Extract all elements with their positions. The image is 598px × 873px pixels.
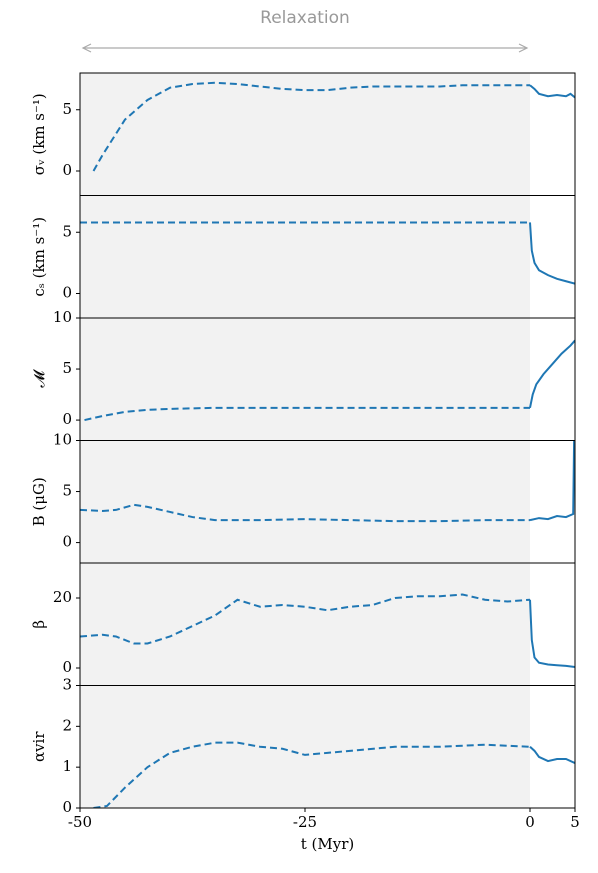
arrow-head [81, 43, 92, 53]
shaded-region [80, 195, 530, 318]
y-axis-label: αvir [30, 731, 48, 762]
shaded-region [80, 440, 530, 563]
y-tick-label: 0 [62, 798, 72, 816]
data-line [529, 440, 575, 522]
x-tick-label: 0 [525, 813, 535, 831]
shaded-region [80, 73, 530, 196]
data-line [80, 593, 531, 645]
y-tick-label: 0 [62, 658, 72, 676]
arrow-head [518, 43, 529, 53]
x-tick-label: -25 [293, 813, 317, 831]
y-tick-label: 20 [53, 588, 72, 606]
y-tick-label: 5 [62, 222, 72, 240]
data-line [529, 84, 575, 99]
y-tick-label: 0 [62, 533, 72, 551]
y-axis-label: 𝓜 [30, 369, 48, 388]
shaded-region [80, 685, 530, 808]
y-axis-label: σᵥ (km s⁻¹) [30, 93, 48, 175]
x-axis-label: t (Myr) [301, 835, 355, 853]
y-tick-label: 1 [62, 757, 72, 775]
data-line [93, 741, 531, 808]
y-tick-label: 3 [62, 676, 72, 694]
shaded-region [80, 563, 530, 686]
data-line [92, 81, 530, 172]
y-tick-label: 10 [53, 308, 72, 326]
y-axis-label: B (μG) [30, 477, 48, 526]
data-line [529, 746, 575, 764]
y-tick-label: 5 [62, 482, 72, 500]
y-tick-label: 0 [62, 161, 72, 179]
shaded-region [80, 318, 530, 441]
y-tick-label: 0 [62, 410, 72, 428]
y-tick-label: 5 [62, 359, 72, 377]
annotation: Relaxation [260, 8, 350, 28]
data-line [80, 503, 530, 523]
y-axis-label: cₛ (km s⁻¹) [30, 217, 48, 297]
y-axis-label: β [30, 620, 48, 629]
y-tick-label: 0 [62, 284, 72, 302]
x-tick-label: -50 [68, 813, 92, 831]
data-line [529, 222, 575, 285]
y-tick-label: 2 [62, 716, 72, 734]
y-tick-label: 10 [53, 431, 72, 449]
x-tick-label: 5 [570, 813, 580, 831]
data-line [529, 599, 575, 668]
data-line [529, 339, 575, 409]
panel-frame [79, 685, 576, 809]
data-line [84, 406, 530, 422]
y-tick-label: 5 [62, 100, 72, 118]
